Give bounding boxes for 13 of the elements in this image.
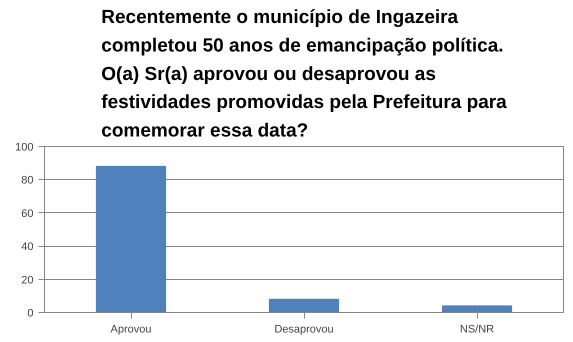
y-tick-label: 100	[15, 142, 34, 154]
y-tick-label: 20	[21, 274, 34, 286]
y-tick-label: 40	[21, 241, 34, 254]
bar	[442, 305, 512, 312]
bar	[96, 166, 166, 312]
y-tick-label: 0	[27, 308, 34, 320]
x-tick-label: NS/NR	[460, 324, 494, 336]
x-tick-label: Desaprovou	[274, 324, 334, 336]
y-tick-label: 60	[21, 208, 34, 220]
y-tick-label: 80	[21, 174, 34, 187]
bar	[268, 298, 340, 312]
x-tick-label: Aprovou	[110, 324, 152, 336]
chart-title: Recentemente o município de Ingazeira completou 50 anos de emancipação política. O(a) Sr(a) aprovou ou desaprovou as festividades promovidas pela Prefeitura para comemorar essa data?	[101, 7, 508, 142]
